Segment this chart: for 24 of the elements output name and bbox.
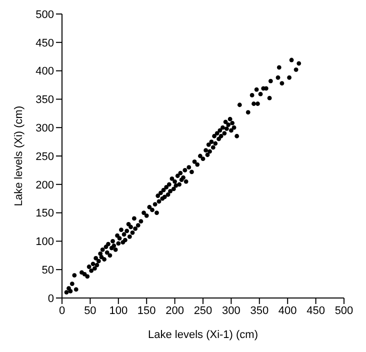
x-tick-label: 250	[194, 304, 212, 317]
x-tick-label: 450	[306, 304, 325, 317]
y-tick-label: 50	[42, 264, 54, 277]
y-tick-label: 450	[36, 37, 54, 50]
x-tick-label: 150	[137, 304, 156, 317]
y-axis-title: Lake levels (Xi) (cm)	[12, 106, 25, 206]
y-tick-label: 100	[36, 236, 54, 248]
y-tick-label: 250	[36, 150, 54, 163]
y-tick-label: 500	[36, 8, 54, 21]
x-axis-title: Lake levels (Xi-1) (cm)	[148, 329, 258, 341]
x-tick-label: 200	[166, 304, 184, 317]
y-tick-label: 150	[36, 208, 54, 220]
y-tick-label: 350	[36, 94, 54, 106]
x-tick-label: 0	[58, 304, 66, 317]
x-tick-label: 400	[278, 304, 297, 317]
x-tick-label: 300	[222, 304, 240, 317]
y-tick-label: 400	[36, 66, 54, 78]
y-tick-label: 0	[48, 292, 54, 305]
y-tick-label: 200	[36, 179, 54, 192]
x-tick-label: 50	[84, 304, 96, 317]
x-tick-label: 350	[250, 304, 269, 317]
x-tick-label: 100	[109, 304, 128, 317]
x-tick-label: 500	[334, 304, 354, 317]
y-tick-label: 300	[36, 122, 54, 135]
